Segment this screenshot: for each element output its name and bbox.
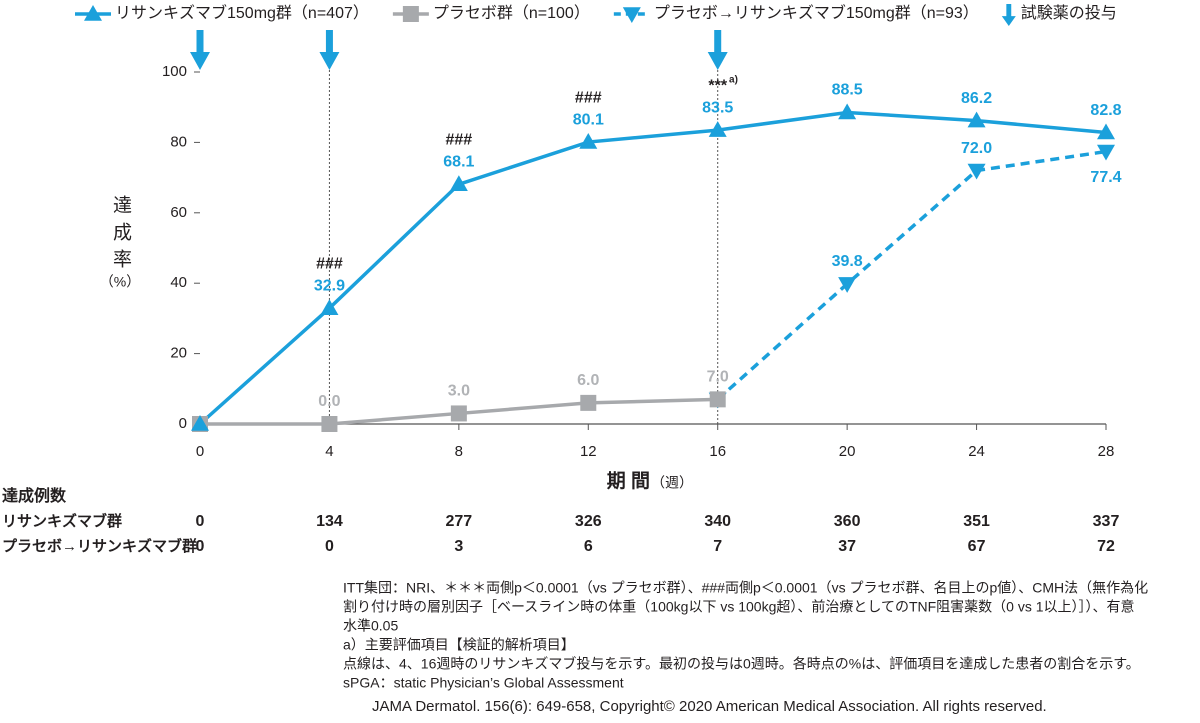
y-tick-label: 0: [179, 415, 187, 432]
count-cell: 0: [196, 538, 205, 555]
x-tick-label: 16: [709, 443, 726, 460]
legend-label: 試験薬の投与: [1021, 4, 1117, 22]
marker: [838, 103, 857, 120]
annotation: ***: [708, 77, 727, 94]
marker: [579, 133, 598, 149]
x-tick-label: 28: [1098, 443, 1115, 460]
legend-item: 試験薬の投与: [1001, 4, 1117, 26]
legend-item: プラセボ→リサンキズマブ150mg群（n=93）: [613, 3, 979, 23]
data-label: 88.5: [832, 82, 863, 99]
marker: [622, 7, 641, 23]
counts-title: 達成例数: [2, 486, 67, 505]
data-label: 86.2: [961, 90, 992, 107]
data-label: 80.1: [573, 111, 604, 128]
legend-label: プラセボ→リサンキズマブ150mg群（n=93）: [654, 3, 979, 22]
count-cell: 0: [325, 538, 334, 555]
legend-arrow: [1001, 4, 1016, 26]
marker: [838, 277, 857, 293]
marker: [191, 415, 209, 431]
marker: [320, 299, 339, 315]
data-label: 3.0: [448, 383, 470, 400]
series-line: [716, 149, 1107, 401]
marker: [1097, 123, 1115, 140]
marker: [708, 121, 727, 137]
count-cell: 277: [446, 513, 473, 530]
data-label: 82.8: [1090, 102, 1121, 119]
dosing-arrow: [319, 30, 340, 70]
annotation: ###: [316, 255, 343, 272]
data-label: 6.0: [577, 372, 599, 389]
annotation: ###: [446, 132, 473, 149]
data-label: 32.9: [314, 277, 345, 294]
data-label: 72.0: [961, 140, 992, 157]
marker: [321, 416, 338, 432]
count-cell: 72: [1097, 538, 1115, 555]
count-cell: 37: [838, 538, 856, 555]
marker: [580, 394, 597, 411]
series-line: [198, 110, 1107, 426]
y-tick-label: 80: [170, 133, 187, 150]
count-cell: 0: [196, 513, 205, 530]
annotation-superscript: a): [729, 75, 738, 86]
x-tick-label: 20: [839, 443, 856, 460]
marker: [1097, 144, 1115, 161]
y-axis-label: 達成率: [110, 195, 132, 276]
x-tick-label: 12: [580, 443, 597, 460]
x-tick-label: 8: [455, 443, 463, 460]
row-label: リサンキズマブ群: [2, 512, 122, 530]
dosing-arrow: [707, 30, 728, 70]
data-label: 39.8: [832, 253, 863, 270]
data-label: 77.4: [1090, 169, 1121, 186]
y-tick-label: 40: [170, 274, 187, 291]
count-cell: 6: [584, 538, 593, 555]
legend-label: プラセボ群（n=100）: [433, 4, 590, 22]
marker: [967, 163, 986, 180]
data-label: 83.5: [702, 99, 733, 116]
footnote: 水準0.05: [343, 618, 398, 634]
marker: [402, 6, 419, 22]
dosing-arrow: [190, 30, 210, 70]
row-label: プラセボ→リサンキズマブ群: [2, 537, 197, 555]
count-cell: 67: [968, 538, 986, 555]
count-cell: 3: [454, 538, 463, 555]
annotation: ###: [575, 89, 602, 106]
marker: [449, 175, 468, 192]
x-axis-unit: （週）: [651, 475, 693, 491]
y-tick-label: 100: [162, 63, 187, 80]
marker: [709, 391, 726, 408]
footnote: 割り付け時の層別因子［ベースライン時の体重（100kg以下 vs 100kg超）…: [343, 599, 1135, 615]
count-cell: 340: [704, 513, 731, 530]
footnote: ITT集団：NRI、＊＊＊両側p＜0.0001（vs プラセボ群）、###両側p…: [343, 580, 1148, 596]
x-axis-label: 期 間: [607, 470, 650, 492]
legend-item: リサンキズマブ150mg群（n=407）: [75, 3, 369, 22]
y-tick-label: 20: [170, 345, 187, 362]
legend-item: プラセボ群（n=100）: [392, 4, 590, 22]
marker: [84, 5, 102, 21]
data-label: 7.0: [707, 369, 729, 386]
count-cell: 351: [963, 513, 990, 530]
x-tick-label: 24: [968, 443, 985, 460]
legend-label: リサンキズマブ150mg群（n=407）: [115, 3, 369, 22]
data-label: 68.1: [443, 154, 474, 171]
data-label: 0.0: [318, 393, 340, 410]
count-cell: 134: [316, 513, 343, 530]
count-cell: 7: [713, 538, 722, 555]
marker: [450, 405, 467, 422]
count-cell: 326: [575, 513, 602, 530]
footnote: a）主要評価項目【検証的解析項目】: [343, 637, 575, 653]
y-tick-label: 60: [170, 204, 187, 221]
marker: [967, 111, 986, 128]
x-tick-label: 0: [196, 443, 204, 460]
copyright: JAMA Dermatol. 156(6): 649-658, Copyrigh…: [372, 698, 1047, 715]
x-tick-label: 4: [325, 443, 333, 460]
y-axis-unit: （%）: [100, 274, 140, 290]
footnote: 点線は、4、16週時のリサンキズマブ投与を示す。最初の投与は0週時。各時点の%は…: [343, 656, 1140, 672]
count-cell: 360: [834, 513, 861, 530]
count-cell: 337: [1093, 513, 1120, 530]
footnote: sPGA：static Physician’s Global Assessmen…: [343, 675, 624, 691]
